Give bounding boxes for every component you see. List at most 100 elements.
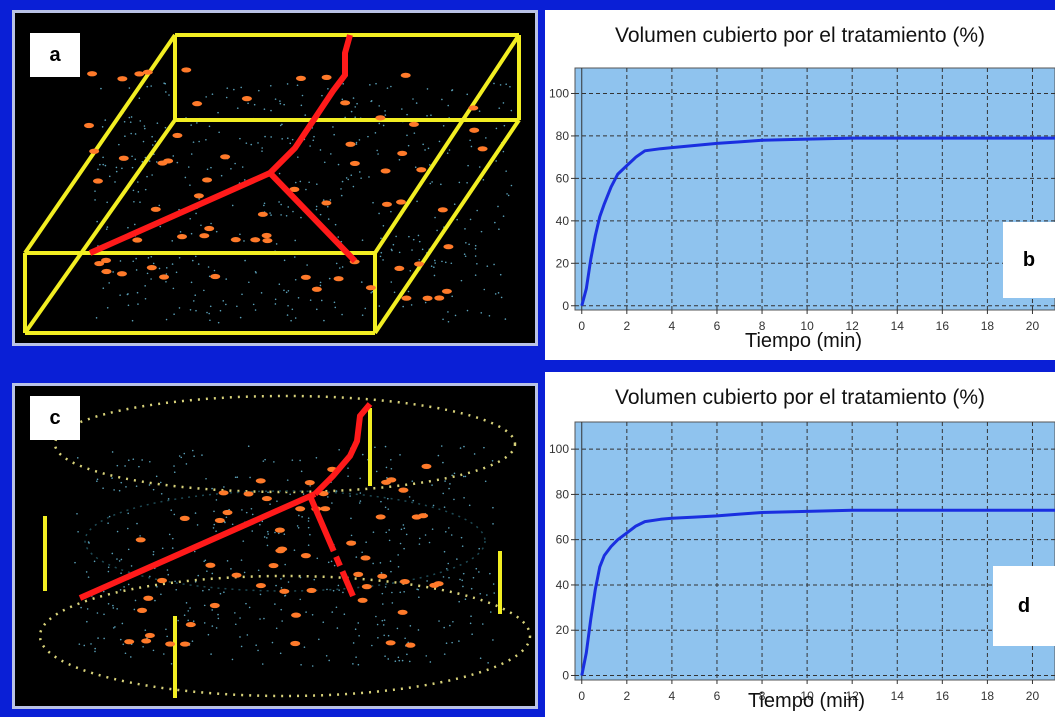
grid-dot bbox=[287, 304, 289, 307]
grid-dot bbox=[206, 311, 208, 314]
grid-dot bbox=[102, 156, 104, 159]
grid-dot bbox=[215, 230, 218, 233]
grid-dot bbox=[375, 615, 377, 618]
grid-dot bbox=[401, 659, 404, 662]
grid-dot bbox=[286, 314, 289, 316]
grid-dot bbox=[431, 181, 433, 183]
grid-dot bbox=[418, 258, 421, 261]
y-tick-label: 60 bbox=[556, 171, 570, 185]
grid-dot bbox=[441, 260, 443, 263]
grid-dot bbox=[107, 602, 110, 605]
grid-dot bbox=[390, 458, 392, 461]
grid-dot bbox=[294, 181, 297, 184]
grid-dot bbox=[102, 163, 105, 166]
grid-dot bbox=[183, 452, 186, 455]
grid-dot bbox=[375, 82, 377, 85]
grid-dot bbox=[115, 170, 118, 173]
grid-dot bbox=[311, 665, 314, 667]
grid-dot bbox=[208, 588, 210, 591]
grid-dot bbox=[159, 225, 162, 228]
grid-dot bbox=[399, 542, 402, 545]
grid-dot bbox=[139, 120, 142, 122]
needle-segment bbox=[312, 402, 373, 497]
grid-dot bbox=[176, 161, 179, 164]
grid-dot bbox=[492, 506, 494, 509]
grid-dot bbox=[390, 281, 393, 283]
grid-dot bbox=[294, 317, 297, 319]
grid-dot bbox=[398, 659, 401, 662]
grid-dot bbox=[493, 263, 495, 266]
grid-dot bbox=[486, 594, 488, 596]
grid-dot bbox=[194, 512, 197, 514]
grid-dot bbox=[166, 635, 168, 638]
grid-dot bbox=[170, 509, 173, 511]
grid-dot bbox=[502, 150, 505, 153]
grid-dot bbox=[427, 147, 430, 150]
grid-dot bbox=[343, 613, 346, 616]
grid-dot bbox=[387, 634, 390, 637]
grid-dot bbox=[171, 547, 174, 549]
grid-dot bbox=[364, 307, 367, 310]
grid-dot bbox=[379, 255, 382, 258]
grid-dot bbox=[387, 508, 390, 510]
grid-dot bbox=[213, 269, 216, 272]
grid-dot bbox=[178, 307, 181, 309]
grid-dot bbox=[358, 502, 361, 504]
grid-dot bbox=[506, 193, 508, 195]
grid-dot bbox=[219, 309, 222, 312]
grid-dot bbox=[460, 279, 463, 282]
y-tick-label: 20 bbox=[556, 623, 570, 637]
seed bbox=[159, 274, 170, 280]
grid-dot bbox=[132, 260, 135, 263]
grid-dot bbox=[130, 132, 132, 135]
grid-dot bbox=[462, 572, 465, 575]
grid-dot bbox=[274, 603, 276, 605]
grid-dot bbox=[197, 574, 200, 577]
grid-dot bbox=[463, 496, 465, 499]
seed bbox=[87, 71, 98, 77]
grid-dot bbox=[248, 606, 251, 609]
grid-dot bbox=[271, 641, 274, 644]
grid-dot bbox=[289, 493, 291, 496]
grid-dot bbox=[217, 613, 219, 616]
x-tick-label: 18 bbox=[981, 319, 995, 333]
grid-dot bbox=[283, 103, 285, 106]
grid-dot bbox=[264, 135, 266, 138]
grid-dot bbox=[86, 620, 88, 623]
seed bbox=[400, 72, 411, 78]
grid-dot bbox=[414, 166, 417, 169]
grid-dot bbox=[263, 202, 266, 205]
grid-dot bbox=[250, 507, 253, 510]
grid-dot bbox=[497, 292, 500, 294]
grid-dot bbox=[280, 578, 282, 580]
grid-dot bbox=[94, 647, 96, 650]
grid-dot bbox=[378, 122, 381, 125]
grid-dot bbox=[226, 87, 229, 89]
grid-dot bbox=[204, 559, 207, 562]
grid-dot bbox=[263, 617, 265, 620]
grid-dot bbox=[124, 652, 127, 655]
grid-dot bbox=[152, 262, 155, 265]
grid-dot bbox=[476, 209, 478, 212]
grid-dot bbox=[463, 445, 465, 448]
grid-dot bbox=[417, 588, 420, 591]
grid-dot bbox=[135, 485, 138, 487]
grid-dot bbox=[269, 84, 272, 87]
grid-dot bbox=[330, 560, 333, 563]
grid-dot bbox=[128, 116, 131, 119]
grid-dot bbox=[309, 533, 311, 536]
grid-dot bbox=[250, 143, 253, 146]
grid-dot bbox=[135, 269, 138, 271]
grid-dot bbox=[337, 584, 340, 587]
grid-dot bbox=[371, 290, 374, 293]
grid-dot bbox=[443, 550, 446, 553]
grid-dot bbox=[147, 257, 150, 259]
grid-dot bbox=[483, 288, 486, 291]
panel-c-svg bbox=[38, 394, 532, 698]
chart-b-xlabel: Tiempo (min) bbox=[745, 330, 863, 352]
grid-dot bbox=[315, 456, 318, 459]
seed bbox=[437, 207, 448, 213]
grid-dot bbox=[112, 604, 114, 607]
grid-dot bbox=[116, 558, 118, 560]
grid-dot bbox=[474, 244, 477, 247]
